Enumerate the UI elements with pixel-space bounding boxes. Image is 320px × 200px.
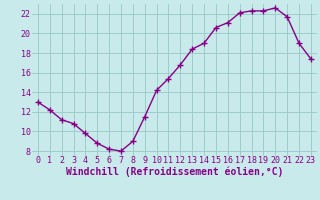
X-axis label: Windchill (Refroidissement éolien,°C): Windchill (Refroidissement éolien,°C) bbox=[66, 166, 283, 177]
